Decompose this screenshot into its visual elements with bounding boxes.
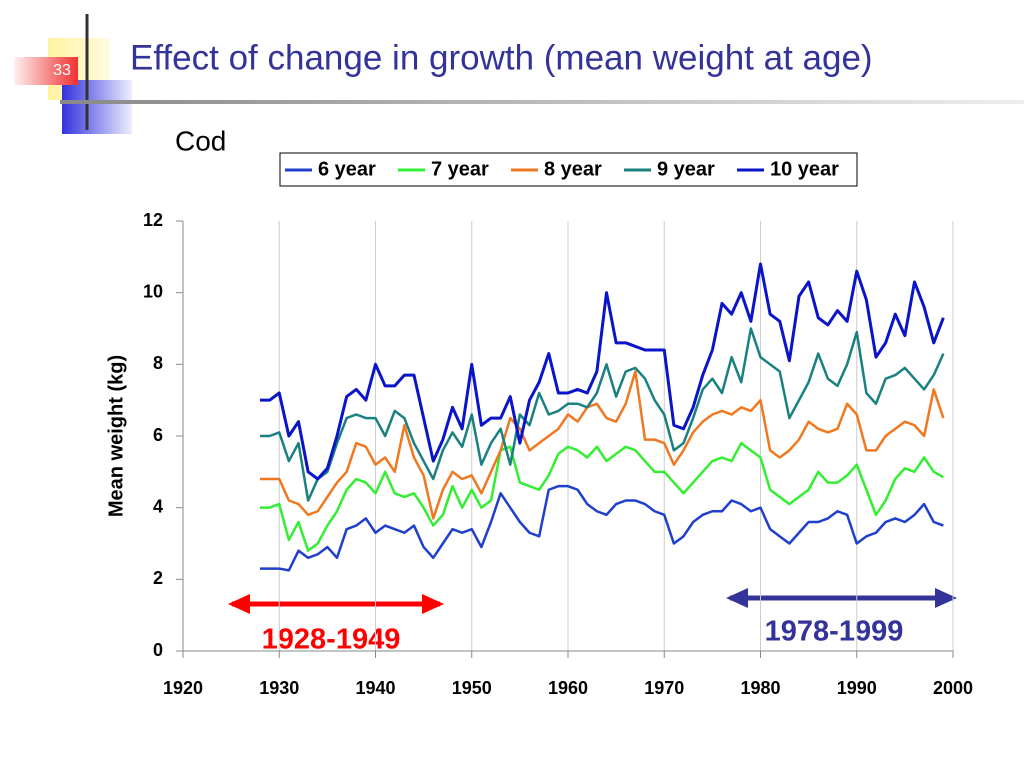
deco-blue <box>62 80 132 134</box>
series-line <box>260 484 944 572</box>
series-line <box>260 262 945 481</box>
y-tick-label: 10 <box>143 281 163 301</box>
arrow-head <box>726 588 748 608</box>
x-tick-label: 1990 <box>837 678 877 698</box>
x-tick-label: 1960 <box>548 678 588 698</box>
x-tick-label: 2000 <box>933 678 973 698</box>
annotation: 1978-1999 <box>765 616 904 648</box>
arrow-head <box>228 594 250 614</box>
y-tick-label: 4 <box>153 496 163 516</box>
arrow-head <box>935 588 957 608</box>
slide-number: 33 <box>53 62 71 79</box>
x-tick-label: 1970 <box>644 678 684 698</box>
legend-label: 6 year <box>318 158 376 180</box>
deco-hline <box>60 100 1024 104</box>
legend-label: 8 year <box>544 158 602 180</box>
deco-red <box>14 57 78 85</box>
x-tick-label: 1930 <box>259 678 299 698</box>
series-line <box>260 370 945 520</box>
y-tick-label: 12 <box>143 210 163 230</box>
annotation: 1928-1949 <box>262 624 401 656</box>
x-tick-label: 1920 <box>163 678 203 698</box>
y-tick-label: 8 <box>153 353 163 373</box>
chart-title: Effect of change in growth (mean weight … <box>130 38 873 77</box>
y-tick-label: 6 <box>153 425 163 445</box>
series-line <box>260 441 944 552</box>
subtitle: Cod <box>175 125 226 156</box>
x-tick-label: 1940 <box>355 678 395 698</box>
series-line <box>260 327 945 502</box>
x-tick-label: 1950 <box>452 678 492 698</box>
legend-label: 7 year <box>431 158 489 180</box>
legend-label: 10 year <box>770 158 839 180</box>
arrow-head <box>422 594 444 614</box>
y-tick-label: 2 <box>153 568 163 588</box>
legend-label: 9 year <box>657 158 715 180</box>
y-tick-label: 0 <box>153 640 163 660</box>
y-axis-label: Mean weight (kg) <box>105 355 127 517</box>
x-tick-label: 1980 <box>740 678 780 698</box>
